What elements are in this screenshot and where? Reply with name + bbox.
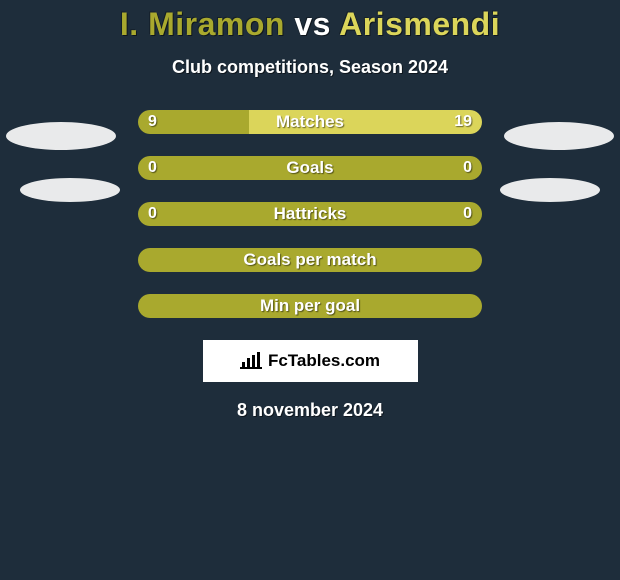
date-text: 8 november 2024 <box>0 400 620 421</box>
stat-bar-track <box>138 294 482 318</box>
stat-bar-right <box>249 110 482 134</box>
attribution-box: FcTables.com <box>203 340 418 382</box>
stat-bar-track <box>138 248 482 272</box>
player2-badge-2 <box>500 178 600 202</box>
player1-name: I. Miramon <box>120 6 285 42</box>
stat-bar-track <box>138 202 482 226</box>
player1-badge-2 <box>20 178 120 202</box>
stat-bar-left <box>138 248 482 272</box>
stat-value-left: 9 <box>148 110 157 134</box>
stat-row: Goals00 <box>0 156 620 180</box>
stat-value-right: 0 <box>463 202 472 226</box>
stat-row: Min per goal <box>0 294 620 318</box>
stat-row: Goals per match <box>0 248 620 272</box>
player2-name: Arismendi <box>339 6 500 42</box>
stat-value-right: 19 <box>454 110 472 134</box>
stat-row: Matches919 <box>0 110 620 134</box>
vs-text: vs <box>294 6 331 42</box>
subtitle: Club competitions, Season 2024 <box>0 57 620 78</box>
stat-value-right: 0 <box>463 156 472 180</box>
stat-bar-left <box>138 156 482 180</box>
page-title: I. Miramon vs Arismendi <box>0 0 620 43</box>
stat-bar-track <box>138 110 482 134</box>
stat-bar-left <box>138 294 482 318</box>
stat-bar-left <box>138 202 482 226</box>
attribution-text: FcTables.com <box>268 351 380 371</box>
stat-value-left: 0 <box>148 156 157 180</box>
stat-value-left: 0 <box>148 202 157 226</box>
stat-row: Hattricks00 <box>0 202 620 226</box>
stat-bar-track <box>138 156 482 180</box>
chart-icon <box>240 352 262 370</box>
